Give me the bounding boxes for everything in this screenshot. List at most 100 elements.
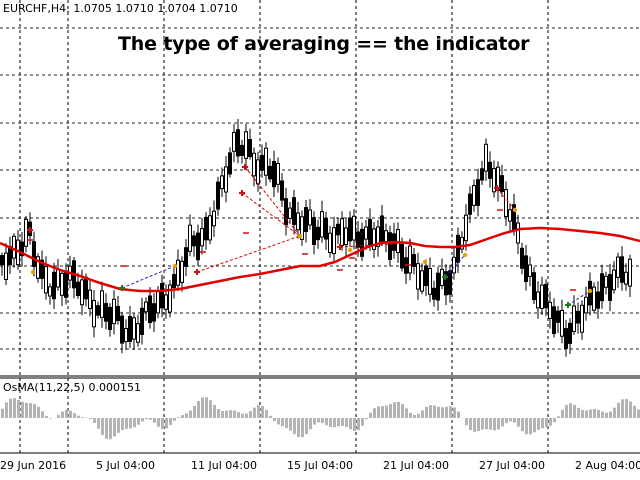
candle-body <box>56 268 60 288</box>
osma-bar <box>533 418 536 433</box>
signal-arrow-marker <box>347 247 353 253</box>
osma-bar <box>157 418 160 427</box>
candle-body <box>568 322 572 344</box>
osma-bar <box>101 418 104 435</box>
candle-body <box>516 222 520 244</box>
osma-bar <box>137 418 140 425</box>
osma-bar <box>253 407 256 418</box>
candle-body <box>380 215 384 243</box>
osma-bar <box>389 404 392 418</box>
sell-signal-marker <box>239 190 245 196</box>
osma-bar <box>133 418 136 428</box>
osma-bar <box>233 410 236 418</box>
candle-body <box>284 198 288 226</box>
candle-body <box>204 216 208 241</box>
candle-body <box>420 270 424 292</box>
candle-body <box>300 216 304 240</box>
osma-bar <box>381 406 384 418</box>
x-axis-label: 21 Jul 04:00 <box>383 459 449 472</box>
osma-bar <box>577 407 580 418</box>
osma-bar <box>5 402 8 418</box>
osma-bar <box>365 418 368 420</box>
candle-body <box>424 265 428 287</box>
osma-bar <box>69 410 72 418</box>
candle-body <box>580 304 584 333</box>
osma-bar <box>525 418 528 435</box>
candle-body <box>376 226 380 247</box>
moving-average-line <box>0 226 640 293</box>
osma-bar <box>325 418 328 426</box>
osma-bar <box>121 418 124 430</box>
osma-bar <box>609 411 612 418</box>
osma-bar <box>617 402 620 418</box>
osma-bar <box>125 418 128 429</box>
candle-body <box>244 131 248 159</box>
trend-lines <box>121 166 591 306</box>
candle-body <box>500 175 504 192</box>
candle-body <box>472 185 476 206</box>
signal-arrow-marker <box>172 263 178 269</box>
osma-bar <box>425 407 428 418</box>
candle-body <box>148 295 152 323</box>
osma-bar <box>65 409 68 418</box>
osma-bar <box>149 418 152 420</box>
candle-body <box>176 259 180 286</box>
moving-average-series <box>0 226 640 293</box>
osma-bar <box>145 418 148 420</box>
osma-bar <box>17 399 20 418</box>
candle-body <box>572 305 576 332</box>
osma-bar <box>193 406 196 418</box>
candle-body <box>224 166 228 193</box>
buy-signal-marker <box>565 302 571 308</box>
osma-bar <box>181 415 184 418</box>
osma-bar <box>173 418 176 421</box>
osma-bar <box>569 403 572 418</box>
osma-bar <box>153 418 156 423</box>
candle-body <box>152 303 156 322</box>
candle-body <box>96 305 100 316</box>
candle-body <box>108 306 112 330</box>
candle-body <box>544 283 548 309</box>
osma-bar <box>469 418 472 431</box>
osma-bar <box>329 418 332 427</box>
candle-body <box>448 270 452 295</box>
osma-bar <box>81 417 84 418</box>
candle-body <box>288 207 292 219</box>
candle-body <box>60 272 64 296</box>
osma-bar <box>485 418 488 430</box>
candle-body <box>84 276 88 300</box>
candle-body <box>212 210 216 227</box>
osma-bar <box>217 409 220 418</box>
candle-body <box>32 241 36 267</box>
osma-bar <box>333 418 336 428</box>
sell-signal-marker <box>242 164 248 170</box>
candle-body <box>112 298 116 325</box>
candle-body <box>328 232 332 253</box>
buy-signal-marker <box>442 274 448 280</box>
osma-bar <box>209 400 212 418</box>
signal-arrow-marker <box>587 288 593 294</box>
osma-bar <box>297 418 300 437</box>
candle-body <box>320 211 324 238</box>
osma-bar <box>277 418 280 425</box>
osma-bar <box>441 407 444 418</box>
candle-body <box>324 217 328 240</box>
candle-body <box>312 217 316 246</box>
candle-body <box>136 323 140 343</box>
candle-body <box>584 296 588 314</box>
osma-bar <box>205 397 208 418</box>
x-axis-label: 15 Jul 04:00 <box>287 459 353 472</box>
candle-body <box>92 300 96 328</box>
osma-bar <box>573 404 576 418</box>
candle-body <box>304 207 308 233</box>
osma-bar <box>201 397 204 418</box>
candle-body <box>336 223 340 236</box>
osma-bar <box>553 418 556 423</box>
osma-bar <box>13 398 16 418</box>
candle-body <box>296 212 300 231</box>
candle-body <box>484 143 488 172</box>
osma-bar <box>265 410 268 418</box>
osma-bar <box>605 412 608 418</box>
candle-body <box>372 228 376 250</box>
